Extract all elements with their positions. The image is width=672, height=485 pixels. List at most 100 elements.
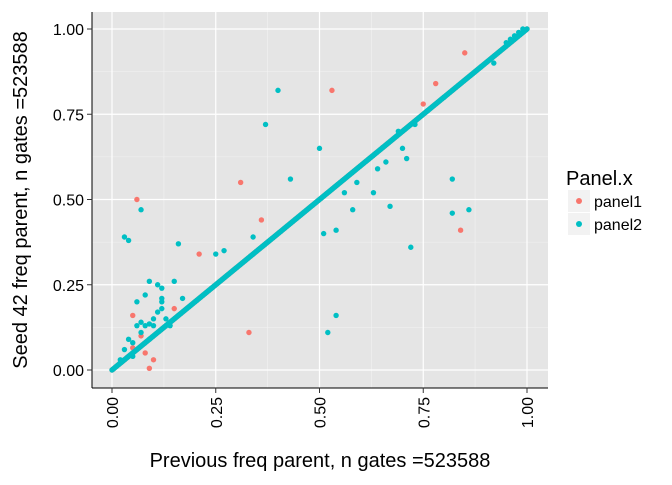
data-point-panel1 xyxy=(196,251,202,257)
legend-label: panel1 xyxy=(594,194,642,211)
data-point-panel2 xyxy=(403,155,410,162)
data-point-panel2 xyxy=(449,176,455,182)
data-point-panel2 xyxy=(125,237,132,244)
data-point-panel2 xyxy=(213,251,219,257)
data-point-panel2 xyxy=(424,108,431,114)
data-point-panel2 xyxy=(449,210,455,216)
y-tick-label: 0.00 xyxy=(53,363,84,380)
data-point-panel2 xyxy=(412,121,418,128)
data-point-panel1 xyxy=(134,196,140,203)
data-point-panel2 xyxy=(159,299,165,305)
data-point-panel2 xyxy=(275,87,281,94)
legend-item-panel1: panel1 xyxy=(568,190,642,212)
data-point-panel2 xyxy=(354,179,360,186)
x-tick-label: 1.00 xyxy=(520,397,537,428)
data-point-panel2 xyxy=(159,305,165,312)
data-point-panel2 xyxy=(466,207,472,213)
y-tick-label: 0.50 xyxy=(53,193,84,210)
data-point-panel1 xyxy=(433,80,439,87)
axes: 0.00 0.25 0.50 0.75 1.00 0.00 0.25 0.50 0.75 1.00 xyxy=(53,12,548,428)
data-point-panel2 xyxy=(142,322,148,329)
data-point-panel2 xyxy=(121,234,128,240)
data-point-panel2 xyxy=(325,329,331,336)
data-point-panel1 xyxy=(130,312,136,319)
data-point-panel1 xyxy=(142,350,148,356)
legend: Panel.x panel1 panel2 xyxy=(566,168,642,235)
data-point-panel2 xyxy=(121,346,128,353)
data-point-panel1 xyxy=(258,217,265,223)
data-point-panel1 xyxy=(420,101,426,107)
data-point-panel2 xyxy=(250,234,256,240)
x-tick-label: 0.25 xyxy=(209,397,226,428)
data-point-panel2 xyxy=(175,241,182,247)
data-point-panel2 xyxy=(478,63,485,70)
legend-key-marker xyxy=(576,198,582,204)
data-point-panel2 xyxy=(287,176,294,182)
data-point-panel2 xyxy=(383,159,389,165)
data-point-panel2 xyxy=(146,278,153,285)
data-point-panel2 xyxy=(395,128,402,134)
data-point-panel2 xyxy=(520,26,526,32)
x-axis-label: Previous freq parent, n gates =523588 xyxy=(150,450,491,472)
y-tick-label: 0.25 xyxy=(53,278,84,295)
y-tick-label: 0.75 xyxy=(53,107,84,124)
data-point-panel2 xyxy=(134,299,140,305)
data-point-panel1 xyxy=(150,357,157,363)
data-point-panel2 xyxy=(333,227,339,233)
data-point-panel2 xyxy=(150,316,157,322)
data-point-panel2 xyxy=(374,166,381,172)
data-point-panel2 xyxy=(117,357,124,363)
data-point-panel2 xyxy=(134,322,140,329)
legend-title: Panel.x xyxy=(566,168,633,190)
series-panel2 xyxy=(109,26,530,373)
data-point-panel2 xyxy=(441,94,447,100)
data-point-panel2 xyxy=(524,26,530,32)
x-tick-label: 0.00 xyxy=(105,397,122,428)
data-point-panel2 xyxy=(154,282,161,288)
x-tick-label: 0.75 xyxy=(416,397,433,428)
data-point-panel2 xyxy=(130,353,136,360)
legend-item-panel2: panel2 xyxy=(568,213,642,235)
data-points xyxy=(109,26,530,373)
data-point-panel1 xyxy=(146,365,153,371)
data-point-panel2 xyxy=(154,309,161,315)
data-point-panel2 xyxy=(316,145,323,152)
data-point-panel1 xyxy=(462,50,468,56)
data-point-panel2 xyxy=(138,319,144,325)
data-point-panel2 xyxy=(320,230,327,237)
data-point-panel2 xyxy=(350,207,356,213)
data-point-panel2 xyxy=(333,312,339,319)
data-point-panel2 xyxy=(262,121,269,128)
y-tick-label: 1.00 xyxy=(53,22,84,39)
data-point-panel2 xyxy=(408,244,414,250)
data-point-panel2 xyxy=(138,329,144,336)
data-point-panel2 xyxy=(146,321,153,327)
data-point-panel2 xyxy=(221,247,227,254)
data-point-panel2 xyxy=(138,207,144,213)
data-point-panel2 xyxy=(167,322,173,329)
data-point-panel2 xyxy=(387,203,393,210)
data-point-panel2 xyxy=(146,336,153,343)
data-point-panel2 xyxy=(511,33,518,39)
data-point-panel2 xyxy=(491,60,497,66)
data-point-panel2 xyxy=(130,340,136,346)
data-point-panel2 xyxy=(341,189,348,196)
data-point-panel2 xyxy=(125,336,132,343)
data-point-panel2 xyxy=(163,316,169,322)
data-point-panel2 xyxy=(503,39,509,46)
data-point-panel1 xyxy=(457,227,464,233)
data-point-panel2 xyxy=(179,295,186,302)
data-point-panel2 xyxy=(516,29,522,36)
data-point-panel2 xyxy=(150,322,157,329)
data-point-panel1 xyxy=(246,329,252,336)
data-point-panel1 xyxy=(237,179,244,186)
data-point-panel2 xyxy=(159,285,165,291)
x-tick-label: 0.50 xyxy=(313,397,330,428)
y-axis-label: Seed 42 freq parent, n gates =523588 xyxy=(10,31,32,369)
data-point-panel2 xyxy=(142,292,148,298)
data-point-panel2 xyxy=(171,278,177,285)
data-point-panel1 xyxy=(329,87,335,94)
data-point-panel1 xyxy=(171,305,177,312)
